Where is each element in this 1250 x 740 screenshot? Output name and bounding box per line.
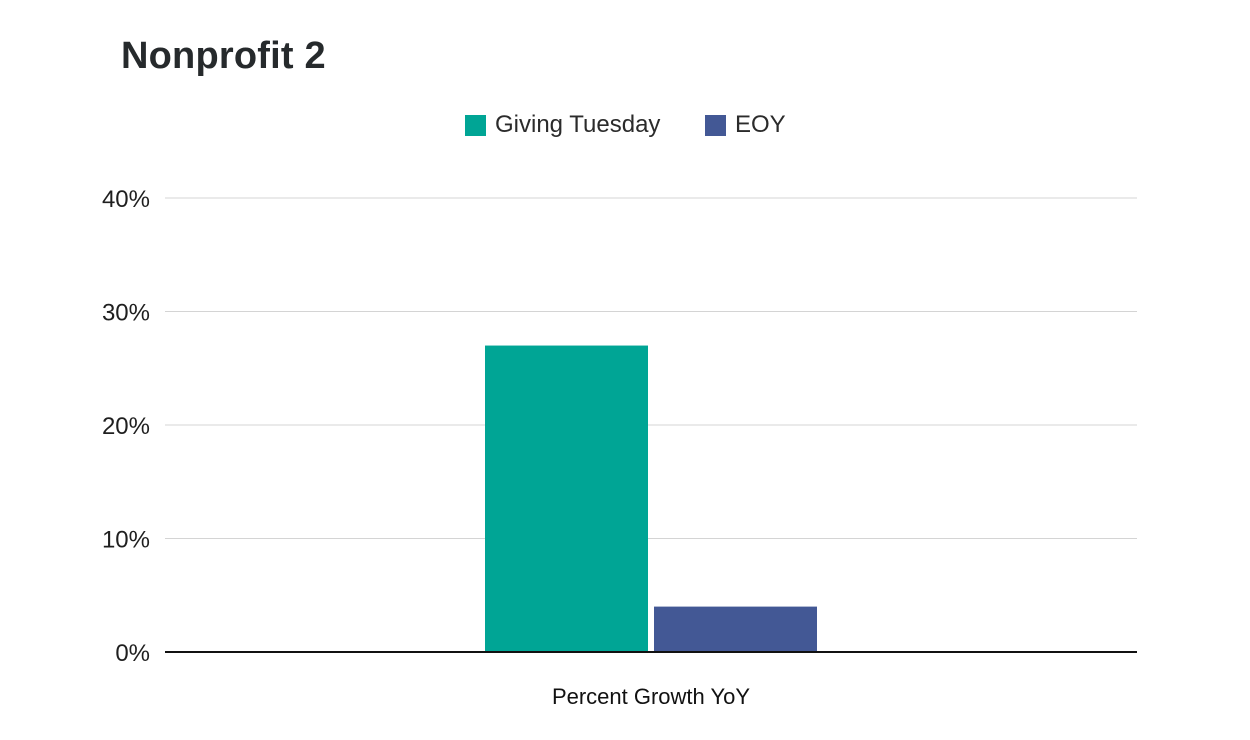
legend: Giving Tuesday EOY [0,110,1250,140]
legend-swatch-eoy [705,114,726,136]
bar-eoy [654,606,817,652]
x-category-label: Percent Growth YoY [552,684,750,709]
legend-item-eoy: EOY [705,110,786,140]
chart-title: Nonprofit 2 [121,35,326,77]
legend-label-eoy: EOY [735,111,786,138]
y-tick-label: 30% [102,300,150,327]
y-tick-label: 40% [102,186,150,213]
y-tick-label: 10% [102,527,150,554]
y-tick-label: 20% [102,413,150,440]
legend-item-giving-tuesday: Giving Tuesday [465,110,660,140]
legend-label-giving-tuesday: Giving Tuesday [495,111,661,138]
y-tick-label: 0% [115,640,150,667]
bar-giving-tuesday [485,345,648,652]
legend-swatch-giving-tuesday [465,114,486,136]
